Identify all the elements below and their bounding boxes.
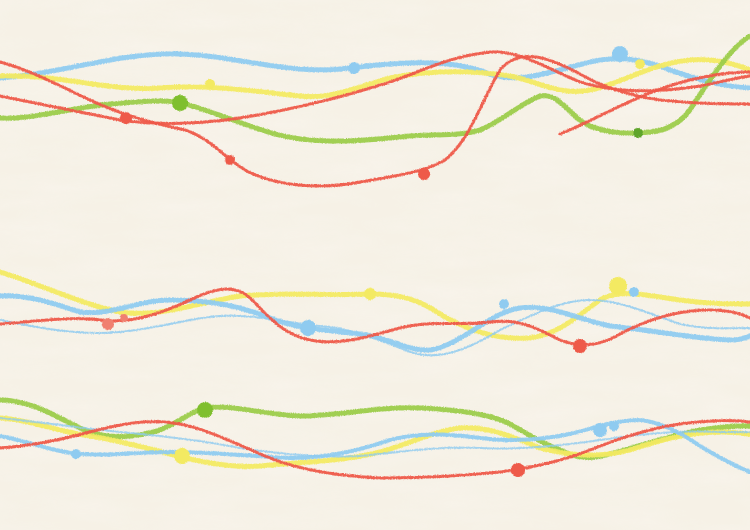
middle-yellow-line [0, 269, 750, 341]
middle-line-group [0, 269, 750, 357]
blue-droplet [300, 320, 316, 336]
blue-droplet [71, 449, 81, 459]
bottom-red-line [0, 419, 750, 480]
green-droplet [172, 95, 188, 111]
red-droplet [511, 463, 525, 477]
yellow-droplet [364, 288, 376, 300]
bottom-line-group [0, 397, 750, 480]
red-droplet [573, 339, 587, 353]
blue-droplet [629, 287, 639, 297]
yellow-droplet [635, 59, 645, 69]
bottom-blue-thin-line [0, 417, 750, 458]
top-red-line-3 [558, 70, 750, 136]
yellow-droplet [205, 79, 215, 89]
top-yellow-line [0, 57, 750, 100]
green-droplet [197, 402, 213, 418]
blue-droplet [348, 62, 360, 74]
blue-droplet [609, 421, 619, 431]
yellow-droplet [609, 277, 627, 295]
top-line-group [0, 33, 750, 188]
red-droplet [120, 112, 132, 124]
paint-droplets [71, 46, 645, 477]
red-droplet [120, 314, 128, 322]
middle-red-line [0, 287, 750, 347]
middle-blue-line [0, 293, 750, 353]
yellow-droplet [174, 448, 190, 464]
red-droplet [418, 168, 430, 180]
red-droplet [225, 155, 235, 165]
middle-blue-thin-line [0, 299, 750, 357]
red-droplet [102, 318, 114, 330]
green-droplet [633, 128, 643, 138]
blue-droplet [499, 299, 509, 309]
bottom-yellow-line [0, 415, 750, 469]
blue-droplet [593, 423, 607, 437]
blue-droplet [612, 46, 628, 62]
bottom-blue-line [0, 418, 750, 474]
top-green-line [0, 33, 750, 144]
